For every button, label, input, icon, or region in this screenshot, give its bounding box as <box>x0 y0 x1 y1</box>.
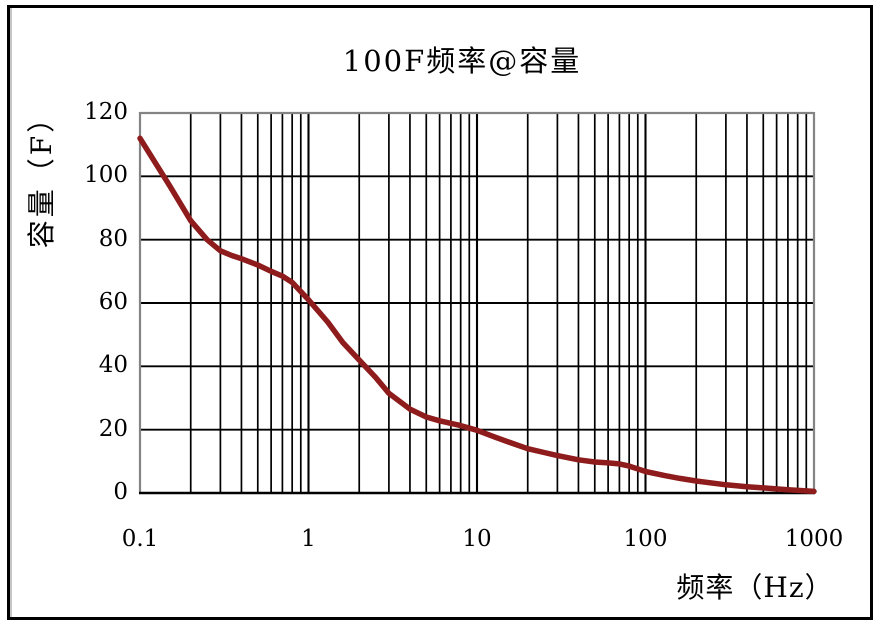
chart-title: 100F频率@容量 <box>342 44 582 78</box>
y-tick-label: 40 <box>98 352 128 379</box>
y-tick-label: 120 <box>84 99 128 125</box>
x-tick-label: 10 <box>462 526 492 552</box>
y-tick-label: 100 <box>84 162 128 189</box>
series-line <box>137 135 817 495</box>
y-tick-label: 20 <box>98 415 128 442</box>
x-tick-label: 0.1 <box>121 526 159 552</box>
x-tick-label: 1 <box>301 526 316 552</box>
y-tick-label: 80 <box>98 225 128 252</box>
x-tick-label: 1000 <box>784 526 844 552</box>
x-tick-label: 100 <box>623 526 668 552</box>
x-axis-title: 频率（Hz） <box>676 571 834 604</box>
y-tick-label: 0 <box>113 479 128 505</box>
y-tick-label: 60 <box>98 289 128 315</box>
